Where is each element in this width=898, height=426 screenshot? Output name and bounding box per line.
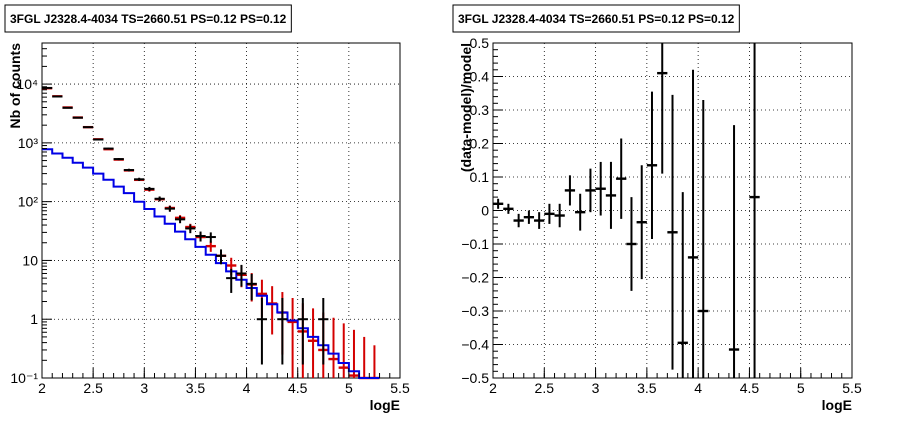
x-tick-label: 4.5 (288, 380, 308, 396)
x-tick-label: 5 (797, 380, 805, 396)
x-tick-label: 2 (489, 380, 497, 396)
y-tick-label: −0.5 (461, 370, 489, 386)
x-axis-label: logE (822, 397, 852, 413)
y-tick-label: −0.3 (461, 303, 489, 319)
y-tick-label: 10 (22, 252, 38, 268)
x-axis-label: logE (370, 397, 400, 413)
y-tick-label: 0.2 (470, 136, 490, 152)
model-step-line (42, 148, 380, 379)
y-axis-label: (data-model)/model (458, 43, 474, 172)
x-tick-label: 5.5 (842, 380, 862, 396)
x-tick-label: 2.5 (535, 380, 555, 396)
x-tick-label: 2 (38, 380, 46, 396)
x-tick-label: 5 (345, 380, 353, 396)
y-tick-label: 1 (30, 311, 38, 327)
y-tick-label: 10⁴ (16, 76, 38, 92)
chart-title: 3FGL J2328.4-4034 TS=2660.51 PS=0.12 PS=… (10, 12, 287, 26)
y-tick-label: −0.4 (461, 337, 489, 353)
counts-spectrum-panel: 2 2.5 3 3.5 4 4.5 5 5.5 10⁻¹ 1 10 10² 10³ 10⁴ 3FGL J2… (4, 4, 410, 413)
x-tick-label: 4.5 (740, 380, 760, 396)
x-tick-label: 3 (140, 380, 148, 396)
x-tick-label: 2.5 (83, 380, 103, 396)
y-tick-label: 0 (481, 203, 489, 219)
residual-panel: 2 2.5 3 3.5 4 4.5 5 5.5 −0.5 −0.4 −0.3 −0.2 −0.1 0 0.1… (452, 4, 862, 413)
x-tick-label: 3.5 (637, 380, 657, 396)
chart-title-box: 3FGL J2328.4-4034 TS=2660.51 PS=0.12 PS=… (452, 4, 740, 33)
x-tick-label: 3 (592, 380, 600, 396)
x-tick-label: 3.5 (186, 380, 206, 396)
x-tick-label: 4 (243, 380, 251, 396)
y-tick-label: 0.3 (470, 102, 490, 118)
chart-title-box: 3FGL J2328.4-4034 TS=2660.51 PS=0.12 PS=… (4, 4, 292, 33)
y-tick-label: 0.4 (470, 69, 490, 85)
x-tick-label: 4 (694, 380, 702, 396)
y-tick-label: 0.5 (470, 35, 490, 51)
chart-title: 3FGL J2328.4-4034 TS=2660.51 PS=0.12 PS=… (458, 12, 735, 26)
y-tick-label: 0.1 (470, 169, 490, 185)
y-tick-label: −0.2 (461, 270, 489, 286)
y-tick-label: 10² (18, 194, 39, 210)
y-axis-label: Nb of counts (7, 43, 23, 129)
x-tick-label: 5.5 (390, 380, 410, 396)
y-tick-label: 10³ (18, 135, 39, 151)
y-tick-label: 10⁻¹ (10, 370, 38, 386)
plot-frame (41, 42, 401, 379)
y-tick-label: −0.1 (461, 236, 489, 252)
